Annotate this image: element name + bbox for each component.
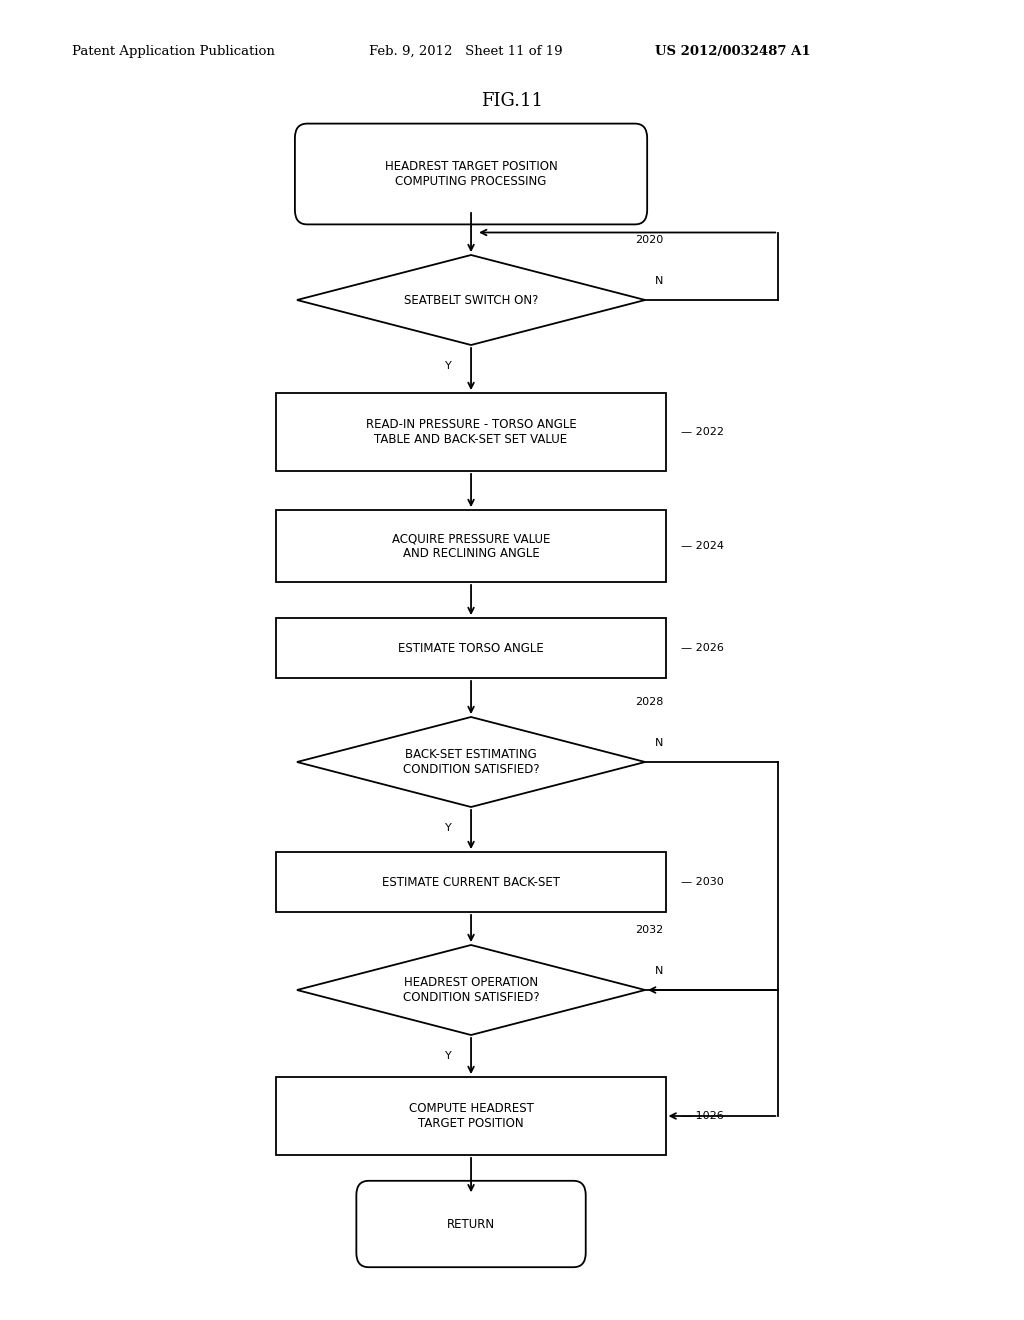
Text: ESTIMATE TORSO ANGLE: ESTIMATE TORSO ANGLE [398,642,544,655]
Text: RETURN: RETURN [447,1217,495,1230]
Text: N: N [655,966,664,975]
Polygon shape [297,717,645,807]
Text: SEATBELT SWITCH ON?: SEATBELT SWITCH ON? [403,293,539,306]
Text: N: N [655,276,664,285]
Text: Patent Application Publication: Patent Application Publication [72,45,274,58]
Bar [276,393,666,471]
FancyBboxPatch shape [356,1181,586,1267]
Text: HEADREST OPERATION
CONDITION SATISFIED?: HEADREST OPERATION CONDITION SATISFIED? [402,975,540,1005]
Text: COMPUTE HEADREST
TARGET POSITION: COMPUTE HEADREST TARGET POSITION [409,1102,534,1130]
Text: Y: Y [445,1051,452,1060]
Polygon shape [297,945,645,1035]
Bar [276,618,666,678]
Bar [276,510,666,582]
Text: HEADREST TARGET POSITION
COMPUTING PROCESSING: HEADREST TARGET POSITION COMPUTING PROCE… [385,160,557,187]
Text: Y: Y [445,360,452,371]
Text: ESTIMATE CURRENT BACK-SET: ESTIMATE CURRENT BACK-SET [382,875,560,888]
Text: — 2030: — 2030 [681,876,724,887]
Text: 2020: 2020 [635,235,664,246]
Text: ACQUIRE PRESSURE VALUE
AND RECLINING ANGLE: ACQUIRE PRESSURE VALUE AND RECLINING ANG… [392,532,550,560]
Bar [276,1077,666,1155]
Text: Feb. 9, 2012   Sheet 11 of 19: Feb. 9, 2012 Sheet 11 of 19 [369,45,562,58]
Bar [276,851,666,912]
Text: READ-IN PRESSURE - TORSO ANGLE
TABLE AND BACK-SET SET VALUE: READ-IN PRESSURE - TORSO ANGLE TABLE AND… [366,418,577,446]
FancyBboxPatch shape [295,124,647,224]
Text: 2028: 2028 [635,697,664,708]
Text: — 1026: — 1026 [681,1111,724,1121]
Text: 2032: 2032 [635,925,664,936]
Polygon shape [297,255,645,345]
Text: BACK-SET ESTIMATING
CONDITION SATISFIED?: BACK-SET ESTIMATING CONDITION SATISFIED? [402,748,540,776]
Text: — 2026: — 2026 [681,643,724,653]
Text: — 2024: — 2024 [681,541,724,550]
Text: US 2012/0032487 A1: US 2012/0032487 A1 [655,45,811,58]
Text: FIG.11: FIG.11 [481,92,543,111]
Text: N: N [655,738,664,747]
Text: — 2022: — 2022 [681,426,724,437]
Text: Y: Y [445,822,452,833]
